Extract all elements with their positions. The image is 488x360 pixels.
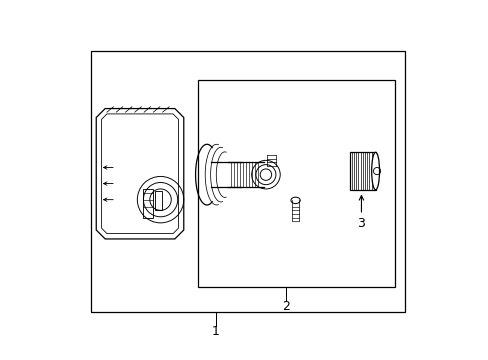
- Bar: [91, 51, 405, 312]
- Bar: [198, 80, 394, 287]
- Bar: [142, 189, 153, 217]
- Text: 2: 2: [281, 300, 289, 313]
- Bar: [349, 152, 375, 190]
- Text: 3: 3: [357, 217, 365, 230]
- Bar: [155, 191, 162, 210]
- Ellipse shape: [371, 152, 379, 190]
- Text: 1: 1: [212, 325, 220, 338]
